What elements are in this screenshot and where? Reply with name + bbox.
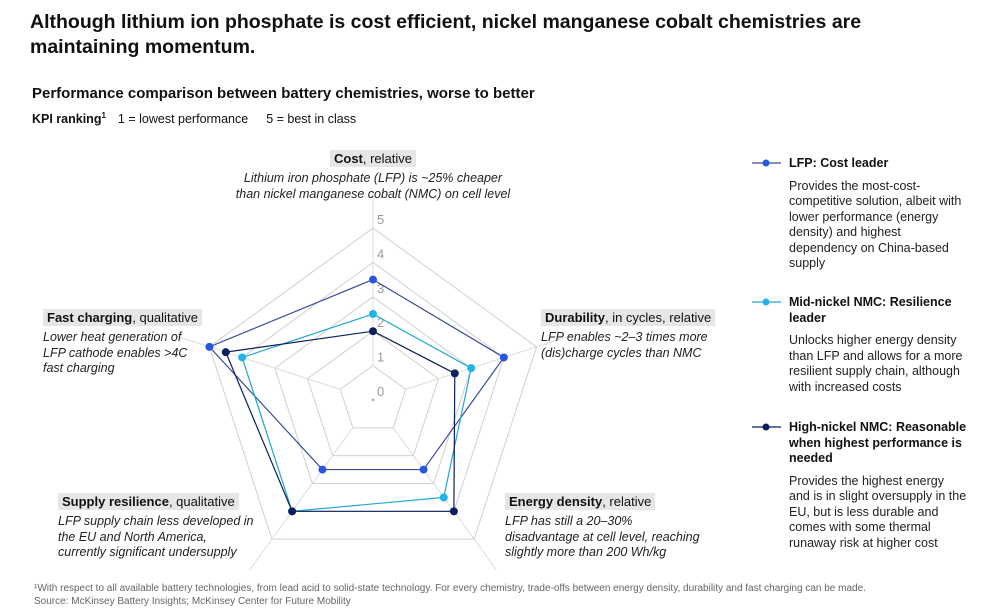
legend-item-high-nickel: High-nickel NMC: Reasonable when highest… [752, 420, 967, 551]
data-point-lfp [419, 465, 428, 474]
legend-desc: Provides the highest energy and is in sl… [789, 473, 967, 550]
kpi-label: KPI ranking [32, 112, 102, 127]
kpi-ranking-key: KPI ranking1 1 = lowest performance 5 = be… [32, 111, 374, 126]
legend-marker-lfp [752, 159, 781, 167]
data-point-mid-nickel-nmc [467, 364, 476, 373]
axis-label-durability: Durability, in cycles, relative LFP enab… [541, 309, 731, 361]
grid-ring-4 [208, 227, 538, 540]
legend-title: High-nickel NMC: Reasonable when highest… [789, 420, 967, 465]
axis-qualifier: , relative [602, 494, 652, 509]
axis-label-cost: Cost, relative Lithium iron phosphate (L… [223, 150, 523, 202]
data-point-lfp [205, 342, 214, 351]
tick-label: 1 [377, 350, 384, 365]
axis-qualifier: , qualitative [168, 494, 235, 509]
axis-qualifier: , qualitative [132, 310, 199, 325]
legend-desc: Provides the most-cost-competitive solut… [789, 178, 962, 271]
axis-label-fast-charging: Fast charging, qualitative Lower heat ge… [43, 309, 203, 377]
footnote: ¹With respect to all available battery t… [34, 583, 866, 608]
kpi-high: 5 = best in class [266, 112, 357, 127]
series-line-high-nickel-nmc [224, 330, 456, 512]
kpi-low: 1 = lowest performance [117, 112, 249, 127]
legend-title: Mid-nickel NMC: Resilience leader [789, 295, 952, 325]
axis-name: Durability [545, 310, 605, 325]
page-title: Although lithium ion phosphate is cost e… [30, 11, 862, 58]
axis-spoke [249, 427, 354, 571]
legend-item-lfp: LFP: Cost leader Provides the most-cost-… [752, 156, 967, 272]
grid-ring-0 [339, 364, 407, 429]
axis-desc: LFP enables ~2–3 times more (dis)charge … [541, 330, 708, 360]
legend-title: LFP: Cost leader [789, 156, 889, 170]
axis-desc: Lower heat generation of LFP cathode ena… [43, 330, 188, 375]
legend-marker-high-nickel [752, 423, 781, 431]
axis-qualifier: , in cycles, relative [604, 310, 712, 325]
axis-spoke [405, 334, 573, 390]
axis-name: Cost [333, 151, 363, 166]
source-text: Source: McKinsey Battery Insights; McKin… [34, 595, 351, 607]
data-point-mid-nickel-nmc [439, 493, 448, 502]
axis-qualifier: , relative [362, 151, 413, 166]
series-line-mid-nickel-nmc [241, 313, 472, 512]
data-point-mid-nickel-nmc [369, 310, 377, 318]
tick-label: 2 [377, 315, 384, 330]
tick-label: 5 [377, 212, 384, 227]
data-point-lfp [318, 465, 327, 474]
data-point-high-nickel-nmc [449, 507, 458, 516]
footnote-text: ¹With respect to all available battery t… [34, 583, 866, 594]
center-dot [371, 398, 375, 402]
tick-label: 0 [377, 384, 384, 399]
axis-name: Fast charging [47, 310, 133, 325]
axis-desc: LFP supply chain less developed in the E… [58, 514, 254, 559]
kpi-sup: 1 [101, 111, 106, 120]
data-point-lfp [499, 353, 508, 362]
legend-desc: Unlocks higher energy density than LFP a… [789, 333, 963, 394]
data-point-high-nickel-nmc [288, 507, 297, 516]
tick-label: 3 [377, 281, 384, 296]
legend-item-mid-nickel: Mid-nickel NMC: Resilience leader Unlock… [752, 295, 967, 395]
grid-ring-1 [306, 330, 440, 457]
tick-label: 4 [377, 246, 384, 261]
data-point-mid-nickel-nmc [238, 353, 247, 362]
grid-ring-2 [274, 296, 472, 484]
axis-spoke [173, 334, 341, 390]
axis-desc: Lithium iron phosphate (LFP) is ~25% che… [235, 171, 511, 201]
axis-label-energy-density: Energy density, relative LFP has still a… [505, 493, 710, 561]
series-line-lfp [208, 278, 505, 471]
axis-name: Energy density [509, 494, 603, 509]
axis-desc: LFP has still a 20–30% disadvantage at c… [505, 514, 700, 559]
legend-marker-mid-nickel [752, 298, 781, 306]
chart-subtitle: Performance comparison between battery c… [32, 85, 535, 102]
axis-label-supply-resilience: Supply resilience, qualitative LFP suppl… [58, 493, 258, 561]
data-point-lfp [369, 275, 377, 284]
data-point-high-nickel-nmc [369, 327, 377, 336]
axis-name: Supply resilience [62, 494, 169, 509]
data-point-high-nickel-nmc [450, 369, 459, 378]
data-point-high-nickel-nmc [221, 348, 230, 357]
